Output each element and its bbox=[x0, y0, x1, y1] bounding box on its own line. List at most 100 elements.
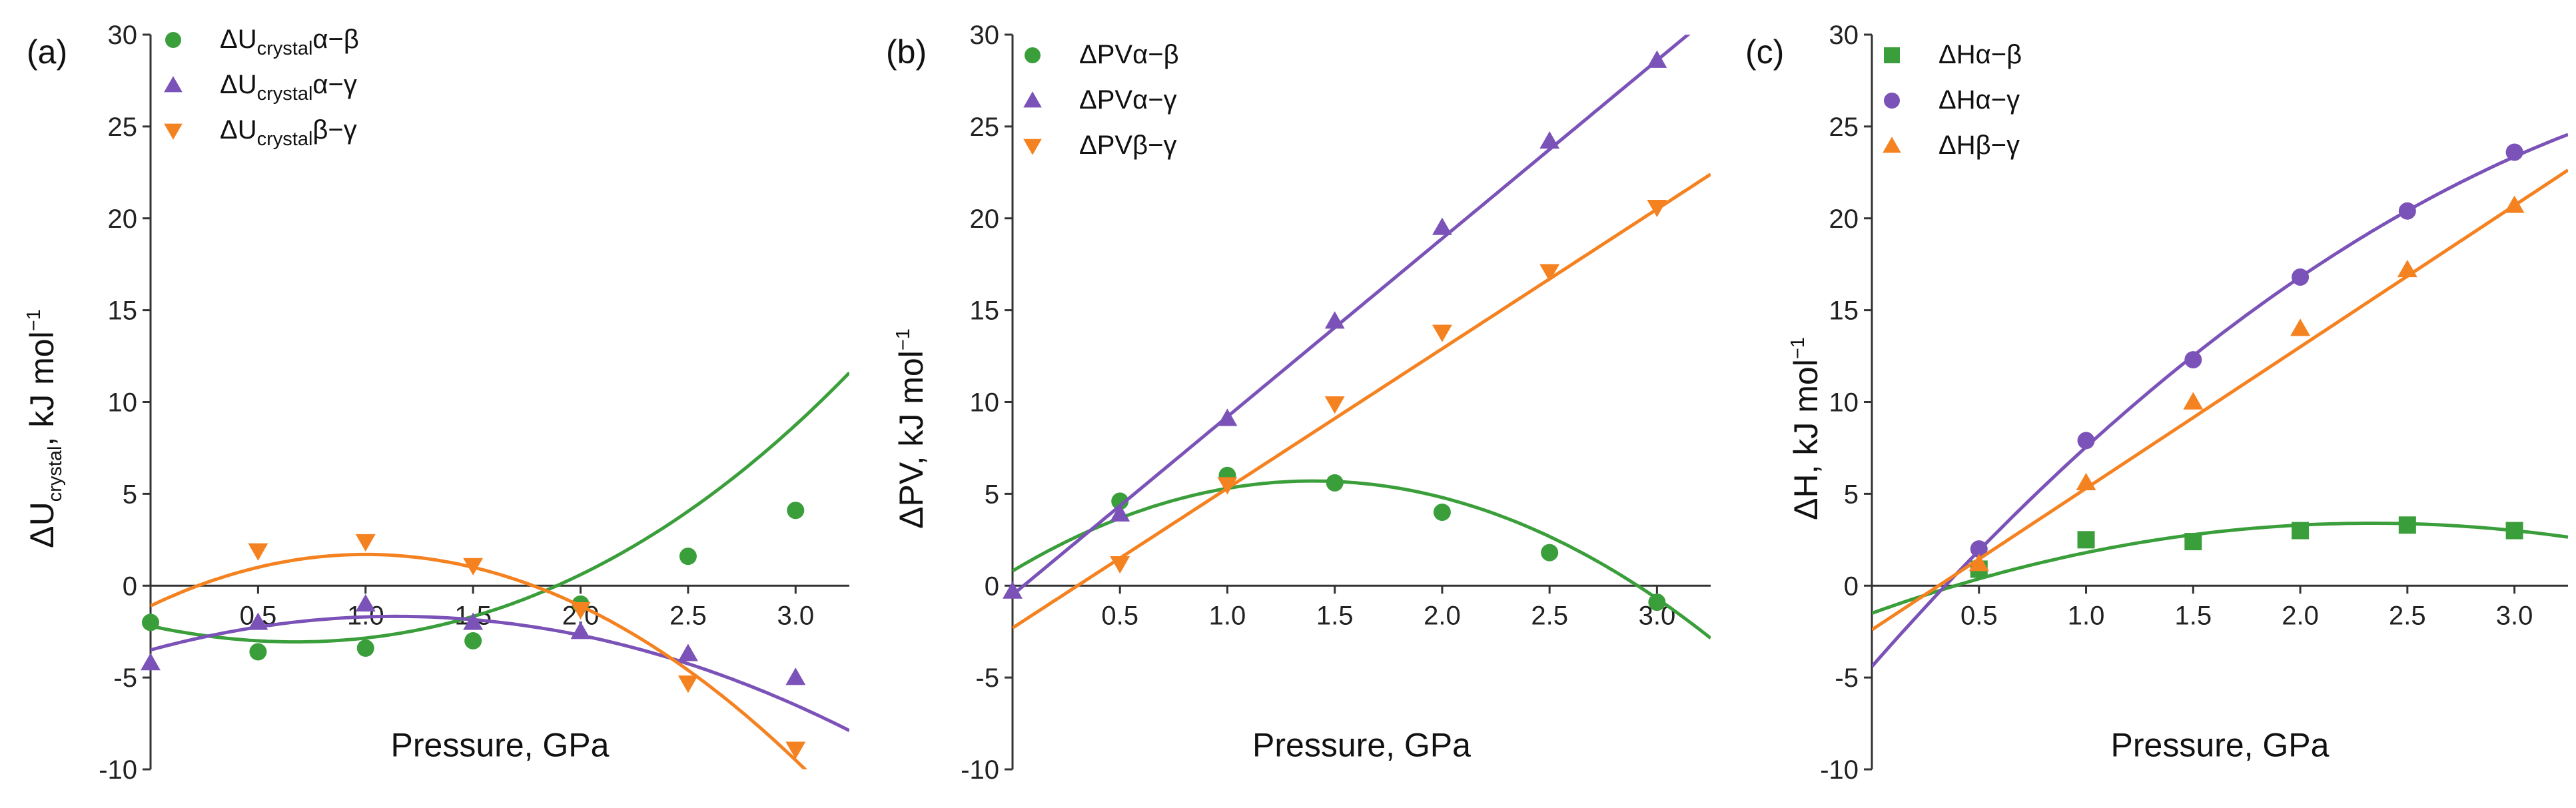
y-tick-label: -10 bbox=[99, 755, 137, 785]
data-point bbox=[1217, 477, 1238, 495]
data-point bbox=[463, 612, 484, 630]
legend-label-main: ΔH bbox=[1938, 40, 1976, 69]
data-point bbox=[570, 621, 591, 639]
legend-marker bbox=[1023, 139, 1042, 155]
y-tick-label: 30 bbox=[108, 21, 138, 50]
data-point bbox=[355, 534, 376, 552]
y-tick-label: 20 bbox=[1829, 204, 1859, 234]
series-2: ΔUcrystalβ−γ bbox=[151, 115, 808, 769]
data-point bbox=[1432, 324, 1452, 342]
legend-marker bbox=[1883, 137, 1901, 153]
data-point bbox=[785, 667, 806, 685]
fit-curve bbox=[1013, 173, 1711, 629]
panel-label: (b) bbox=[886, 33, 927, 71]
y-axis-title-main: ΔPV bbox=[893, 462, 930, 529]
y-tick-label: 15 bbox=[108, 296, 138, 326]
series-1: ΔUcrystalα−γ bbox=[141, 70, 849, 732]
x-tick-label: 2.0 bbox=[2282, 601, 2319, 630]
data-point bbox=[1111, 492, 1129, 510]
fit-curve bbox=[1013, 35, 1691, 596]
data-point bbox=[1003, 581, 1023, 599]
y-tick-label: 25 bbox=[1829, 113, 1859, 142]
data-point bbox=[1970, 540, 1988, 558]
y-tick-label: 10 bbox=[108, 388, 138, 418]
y-tick-label: 20 bbox=[108, 204, 138, 234]
fit-curve bbox=[151, 552, 808, 769]
data-point bbox=[2077, 531, 2095, 549]
data-point bbox=[1647, 199, 1667, 218]
y-tick-label: 15 bbox=[970, 296, 1000, 326]
data-point bbox=[2505, 522, 2523, 540]
legend-label-main: ΔPV bbox=[1079, 40, 1132, 69]
y-tick-label: 30 bbox=[970, 21, 1000, 50]
legend-label: ΔPVα−γ bbox=[1079, 85, 1177, 115]
data-point bbox=[141, 653, 161, 671]
data-point bbox=[677, 675, 698, 693]
data-point bbox=[679, 548, 697, 566]
legend-label-main: ΔH bbox=[1938, 131, 1976, 160]
data-point bbox=[356, 639, 374, 657]
y-axis-title-unit: , kJ mol bbox=[893, 350, 930, 465]
legend-label-tail: α−γ bbox=[1976, 85, 2020, 115]
legend-marker bbox=[164, 123, 183, 140]
data-point bbox=[2290, 318, 2311, 336]
y-tick-label: 0 bbox=[985, 572, 999, 601]
data-point bbox=[1326, 474, 1344, 492]
data-point bbox=[2292, 268, 2310, 286]
legend-marker bbox=[165, 32, 181, 48]
y-tick-label: 25 bbox=[108, 113, 138, 142]
data-point bbox=[570, 602, 591, 620]
y-axis-title: ΔH, kJ mol−1 bbox=[1787, 337, 1825, 520]
legend-label-main: ΔU bbox=[220, 70, 257, 99]
x-axis-title: Pressure, GPa bbox=[391, 727, 610, 764]
legend-label: ΔUcrystalβ−γ bbox=[220, 115, 357, 150]
series-2: ΔPVβ−γ bbox=[1013, 131, 1711, 629]
data-point bbox=[2398, 202, 2416, 220]
y-tick-label: -5 bbox=[975, 663, 999, 693]
data-point bbox=[2398, 516, 2416, 534]
fit-curve bbox=[1013, 479, 1711, 639]
data-point bbox=[2397, 260, 2417, 278]
data-point bbox=[463, 558, 484, 576]
legend-label-main: ΔPV bbox=[1079, 85, 1132, 115]
legend-label-tail: α−β bbox=[1132, 40, 1179, 69]
y-axis-title-sup: −1 bbox=[23, 309, 45, 331]
legend-label-main: ΔH bbox=[1938, 85, 1976, 115]
legend-marker bbox=[1025, 47, 1041, 63]
data-point bbox=[2076, 472, 2096, 491]
panel-label: (c) bbox=[1745, 33, 1784, 71]
legend-label-tail: α−γ bbox=[312, 70, 356, 99]
y-tick-label: 0 bbox=[1844, 572, 1859, 601]
series-0: ΔPVα−β bbox=[1013, 40, 1711, 639]
legend-label: ΔUcrystalα−γ bbox=[220, 70, 357, 105]
data-point bbox=[677, 643, 698, 661]
legend-marker bbox=[1023, 91, 1042, 108]
chart-panel-0: -10-50510152025300.51.01.52.02.53.0Press… bbox=[23, 21, 849, 785]
y-tick-label: 10 bbox=[970, 388, 1000, 418]
data-point bbox=[355, 594, 376, 612]
legend-label-main: ΔPV bbox=[1079, 131, 1132, 160]
data-point bbox=[1541, 544, 1559, 562]
data-point bbox=[1324, 311, 1345, 329]
data-point bbox=[1324, 396, 1345, 414]
legend-label: ΔHβ−γ bbox=[1938, 131, 2020, 160]
legend-label: ΔHα−γ bbox=[1938, 85, 2020, 115]
legend-label: ΔPVα−β bbox=[1079, 40, 1179, 69]
data-point bbox=[1968, 554, 1989, 572]
y-axis-title-sub: crystal bbox=[45, 446, 66, 502]
data-point bbox=[2504, 195, 2525, 213]
legend-marker bbox=[1884, 93, 1900, 109]
legend-marker bbox=[164, 76, 183, 93]
data-point bbox=[2077, 432, 2095, 450]
y-axis-title: ΔUcrystal, kJ mol−1 bbox=[23, 309, 66, 548]
y-axis-title: ΔPV, kJ mol−1 bbox=[893, 328, 930, 529]
x-tick-label: 2.5 bbox=[2389, 601, 2426, 630]
y-axis-title-sup: −1 bbox=[893, 328, 914, 350]
fit-curve bbox=[1872, 522, 2568, 615]
legend-label-tail: α−β bbox=[312, 25, 359, 54]
y-tick-label: -10 bbox=[961, 755, 999, 785]
legend-label-tail: β−γ bbox=[1976, 131, 2020, 160]
data-point bbox=[248, 543, 268, 561]
data-point bbox=[1110, 556, 1130, 574]
